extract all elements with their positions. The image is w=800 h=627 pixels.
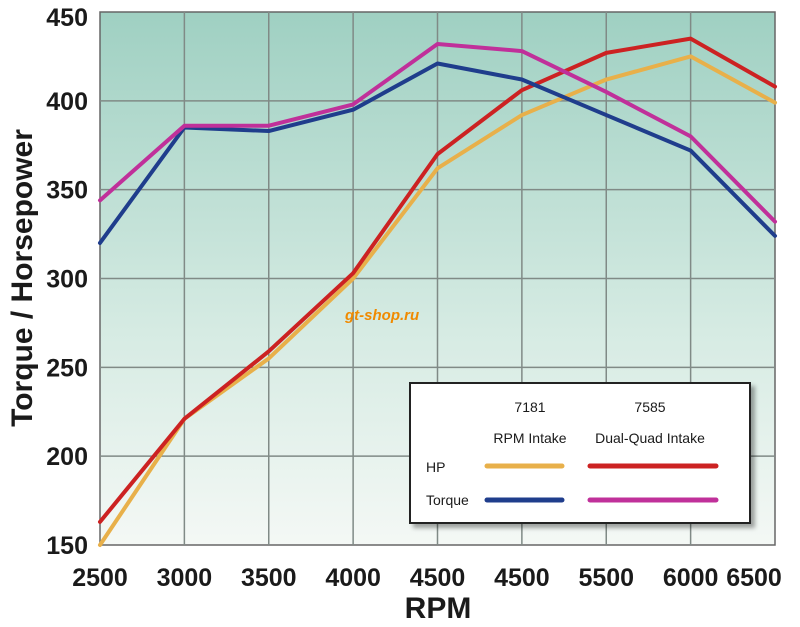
y-tick-label: 150 (46, 532, 88, 560)
legend-row-hp: HP (426, 459, 445, 475)
y-tick-label: 250 (46, 354, 88, 382)
series-layer (98, 36, 777, 547)
y-tick-label: 300 (46, 266, 88, 294)
x-tick-label: 4500 (410, 564, 466, 592)
x-tick-label: 6000 (663, 564, 719, 592)
x-tick-label: 5500 (578, 564, 634, 592)
x-tick-label: 4500 (494, 564, 550, 592)
watermark: gt-shop.ru (344, 307, 419, 324)
y-tick-label: 200 (46, 443, 88, 471)
x-tick-label: 6500 (726, 564, 782, 592)
y-tick-label: 350 (46, 177, 88, 205)
y-tick-label: 400 (46, 88, 88, 116)
x-tick-labels: 2500 3000 3500 4000 4500 4500 5500 6000 6500 (72, 564, 782, 592)
x-tick-label: 2500 (72, 564, 128, 592)
x-tick-label: 4000 (325, 564, 381, 592)
y-tick-label: 450 (46, 4, 88, 32)
legend-col2-line2: Dual-Quad Intake (595, 430, 705, 446)
series-line-2 (98, 36, 777, 524)
legend-col2-line1: 7585 (634, 399, 665, 415)
x-tick-label: 3500 (241, 564, 297, 592)
series-line-4 (98, 41, 777, 224)
legend-col1-line1: 7181 (514, 399, 545, 415)
legend-row-torque: Torque (426, 492, 469, 508)
series-line-3 (98, 61, 777, 245)
x-tick-label: 3000 (157, 564, 213, 592)
x-axis-title: RPM (405, 592, 472, 625)
legend: 7181 RPM Intake 7585 Dual-Quad Intake HP… (409, 382, 751, 524)
y-tick-labels: 150 200 250 300 350 400 450 (46, 4, 88, 560)
y-axis-title: Torque / Horsepower (6, 129, 39, 427)
legend-col1-line2: RPM Intake (493, 430, 566, 446)
